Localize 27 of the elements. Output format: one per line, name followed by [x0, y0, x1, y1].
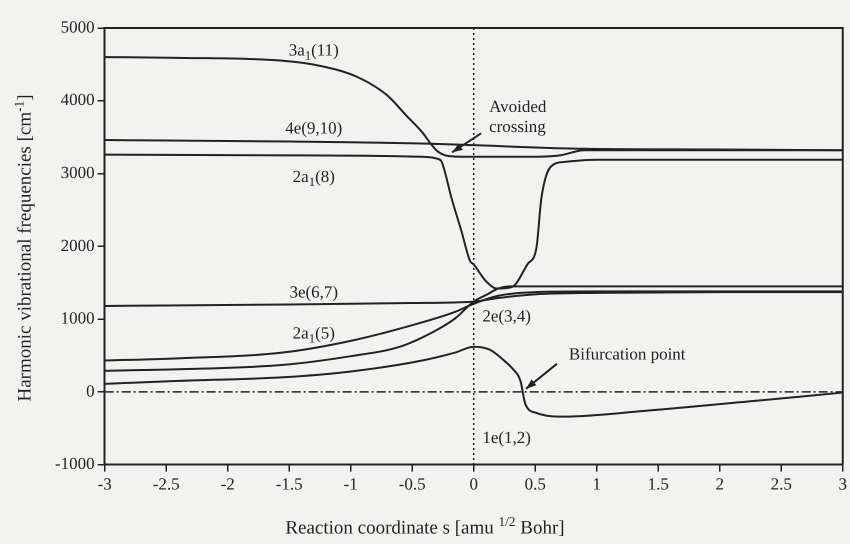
- x-tick-label: 1.5: [648, 474, 669, 494]
- x-tick-label: -1.5: [276, 474, 303, 494]
- x-tick-label: 0: [469, 474, 478, 494]
- y-tick-label: -1000: [54, 454, 95, 474]
- x-tick-label: -0.5: [398, 474, 426, 494]
- y-tick-label: 5000: [60, 17, 95, 36]
- x-tick-label: 2.5: [770, 474, 792, 494]
- x-axis-title: Reaction coordinate s [amu $^{1/2}$ Bohr]: [284, 514, 566, 540]
- x-tick-label: 1: [592, 474, 601, 494]
- x-tick-label: -3: [98, 474, 112, 494]
- series-label: 2e(3,4): [482, 306, 531, 326]
- y-tick-label: 3000: [60, 163, 95, 182]
- x-tick-label: -2: [220, 474, 235, 494]
- x-tick-label: 2: [715, 474, 724, 494]
- x-tick-label: -1: [344, 474, 358, 494]
- y-tick-label: 2000: [60, 236, 95, 255]
- annotation: Bifurcation point: [568, 344, 686, 364]
- series-label: 1e(1,2): [482, 428, 531, 447]
- y-tick-label: 4000: [60, 90, 95, 110]
- x-tick-label: -2.5: [152, 474, 180, 494]
- x-tick-label: 0.5: [524, 474, 546, 494]
- series-label: 4e(9,10): [285, 118, 342, 138]
- y-tick-label: 0: [86, 381, 95, 400]
- annotation: Avoided crossing: [489, 96, 547, 136]
- y-tick-label: 1000: [60, 308, 95, 328]
- series-label: 3e(6,7): [289, 282, 338, 302]
- x-tick-label: 3: [838, 474, 847, 494]
